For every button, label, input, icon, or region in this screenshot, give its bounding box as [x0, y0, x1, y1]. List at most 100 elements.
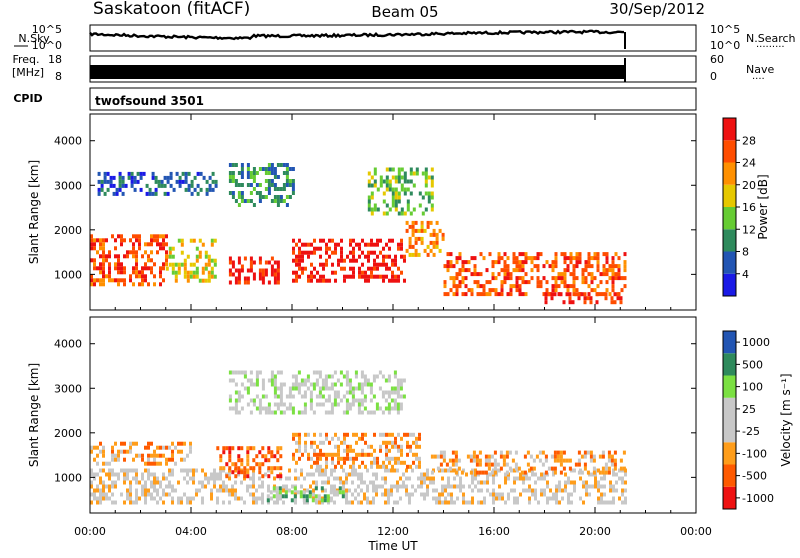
range-gate-cell	[537, 500, 540, 505]
range-gate-cell	[267, 468, 270, 473]
range-gate-cell	[364, 432, 367, 437]
range-gate-cell	[512, 268, 516, 273]
range-gate-cell	[150, 238, 153, 243]
range-gate-cell	[261, 492, 264, 497]
range-gate-cell	[207, 274, 211, 279]
range-gate-cell	[391, 270, 394, 275]
range-gate-cell	[354, 488, 357, 493]
range-gate-cell	[90, 468, 93, 473]
range-gate-cell	[408, 240, 412, 245]
range-gate-cell	[228, 179, 232, 183]
range-gate-cell	[99, 266, 102, 271]
range-gate-cell	[264, 272, 268, 277]
range-gate-cell	[514, 462, 518, 467]
range-gate-cell	[90, 278, 93, 283]
range-gate-cell	[96, 453, 99, 458]
range-gate-cell	[306, 386, 310, 391]
range-gate-cell	[515, 288, 519, 293]
range-gate-cell	[400, 207, 404, 212]
range-gate-cell	[90, 258, 93, 263]
range-gate-cell	[126, 449, 129, 454]
range-gate-cell	[99, 254, 102, 259]
range-gate-cell	[418, 460, 421, 465]
range-gate-cell	[382, 179, 386, 184]
range-gate-cell	[370, 452, 373, 457]
range-gate-cell	[323, 494, 327, 499]
range-gate-cell	[504, 500, 507, 505]
range-gate-cell	[487, 466, 491, 471]
range-gate-cell	[443, 292, 447, 297]
range-gate-cell	[300, 394, 304, 399]
range-gate-cell	[382, 278, 385, 283]
range-gate-cell	[400, 175, 404, 180]
range-gate-cell	[599, 292, 603, 297]
range-gate-cell	[605, 268, 609, 273]
range-gate-cell	[607, 450, 611, 455]
range-gate-cell	[208, 187, 212, 192]
range-gate-cell	[346, 456, 349, 461]
range-gate-cell	[551, 284, 555, 289]
range-gate-cell	[614, 264, 618, 269]
range-gate-cell	[458, 268, 462, 273]
range-gate-cell	[504, 472, 507, 477]
range-gate-cell	[195, 266, 199, 271]
range-gate-cell	[384, 492, 387, 497]
range-gate-cell	[509, 288, 513, 293]
range-gate-cell	[393, 484, 396, 489]
range-gate-cell	[159, 445, 162, 450]
range-gate-cell	[369, 410, 373, 415]
range-gate-cell	[171, 468, 174, 473]
range-gate-cell	[311, 498, 315, 503]
range-gate-cell	[600, 484, 603, 489]
range-gate-cell	[111, 453, 114, 458]
range-gate-cell	[406, 203, 410, 208]
range-gate-cell	[163, 191, 167, 196]
range-gate-cell	[240, 458, 244, 463]
range-gate-cell	[231, 488, 234, 493]
range-gate-cell	[321, 488, 324, 493]
range-gate-cell	[228, 378, 232, 383]
range-gate-cell	[129, 500, 132, 505]
range-gate-cell	[487, 454, 491, 459]
range-gate-cell	[153, 484, 156, 489]
range-gate-cell	[473, 256, 477, 261]
range-gate-cell	[302, 498, 306, 503]
range-gate-cell	[153, 476, 156, 481]
nave-marker: ····	[752, 74, 765, 85]
range-gate-cell	[216, 496, 219, 501]
range-gate-cell	[292, 238, 295, 243]
range-gate-cell	[518, 276, 522, 281]
range-gate-cell	[246, 450, 250, 455]
range-gate-cell	[93, 457, 96, 462]
range-gate-cell	[391, 278, 394, 283]
range-gate-cell	[129, 238, 132, 243]
range-gate-cell	[129, 480, 132, 485]
range-gate-cell	[255, 462, 259, 467]
range-gate-cell	[453, 484, 456, 489]
range-gate-cell	[336, 378, 340, 383]
range-gate-cell	[323, 498, 327, 503]
range-gate-cell	[609, 484, 612, 489]
range-gate-cell	[135, 234, 138, 239]
range-gate-cell	[102, 246, 105, 251]
range-gate-cell	[394, 175, 398, 180]
range-gate-cell	[483, 500, 486, 505]
range-gate-cell	[337, 452, 340, 457]
range-gate-cell	[391, 167, 395, 172]
range-gate-cell	[141, 457, 144, 462]
range-gate-cell	[147, 476, 150, 481]
range-gate-cell	[340, 456, 343, 461]
range-gate-cell	[402, 378, 406, 383]
range-gate-cell	[441, 468, 444, 473]
range-gate-cell	[306, 374, 310, 379]
range-gate-cell	[234, 382, 238, 387]
range-gate-cell	[587, 272, 591, 277]
range-gate-cell	[337, 258, 340, 263]
nave-label: Nave	[746, 63, 774, 76]
range-gate-cell	[363, 398, 367, 403]
range-gate-cell	[509, 284, 513, 289]
range-gate-cell	[518, 284, 522, 289]
range-gate-cell	[373, 250, 376, 255]
range-gate-cell	[551, 288, 555, 293]
